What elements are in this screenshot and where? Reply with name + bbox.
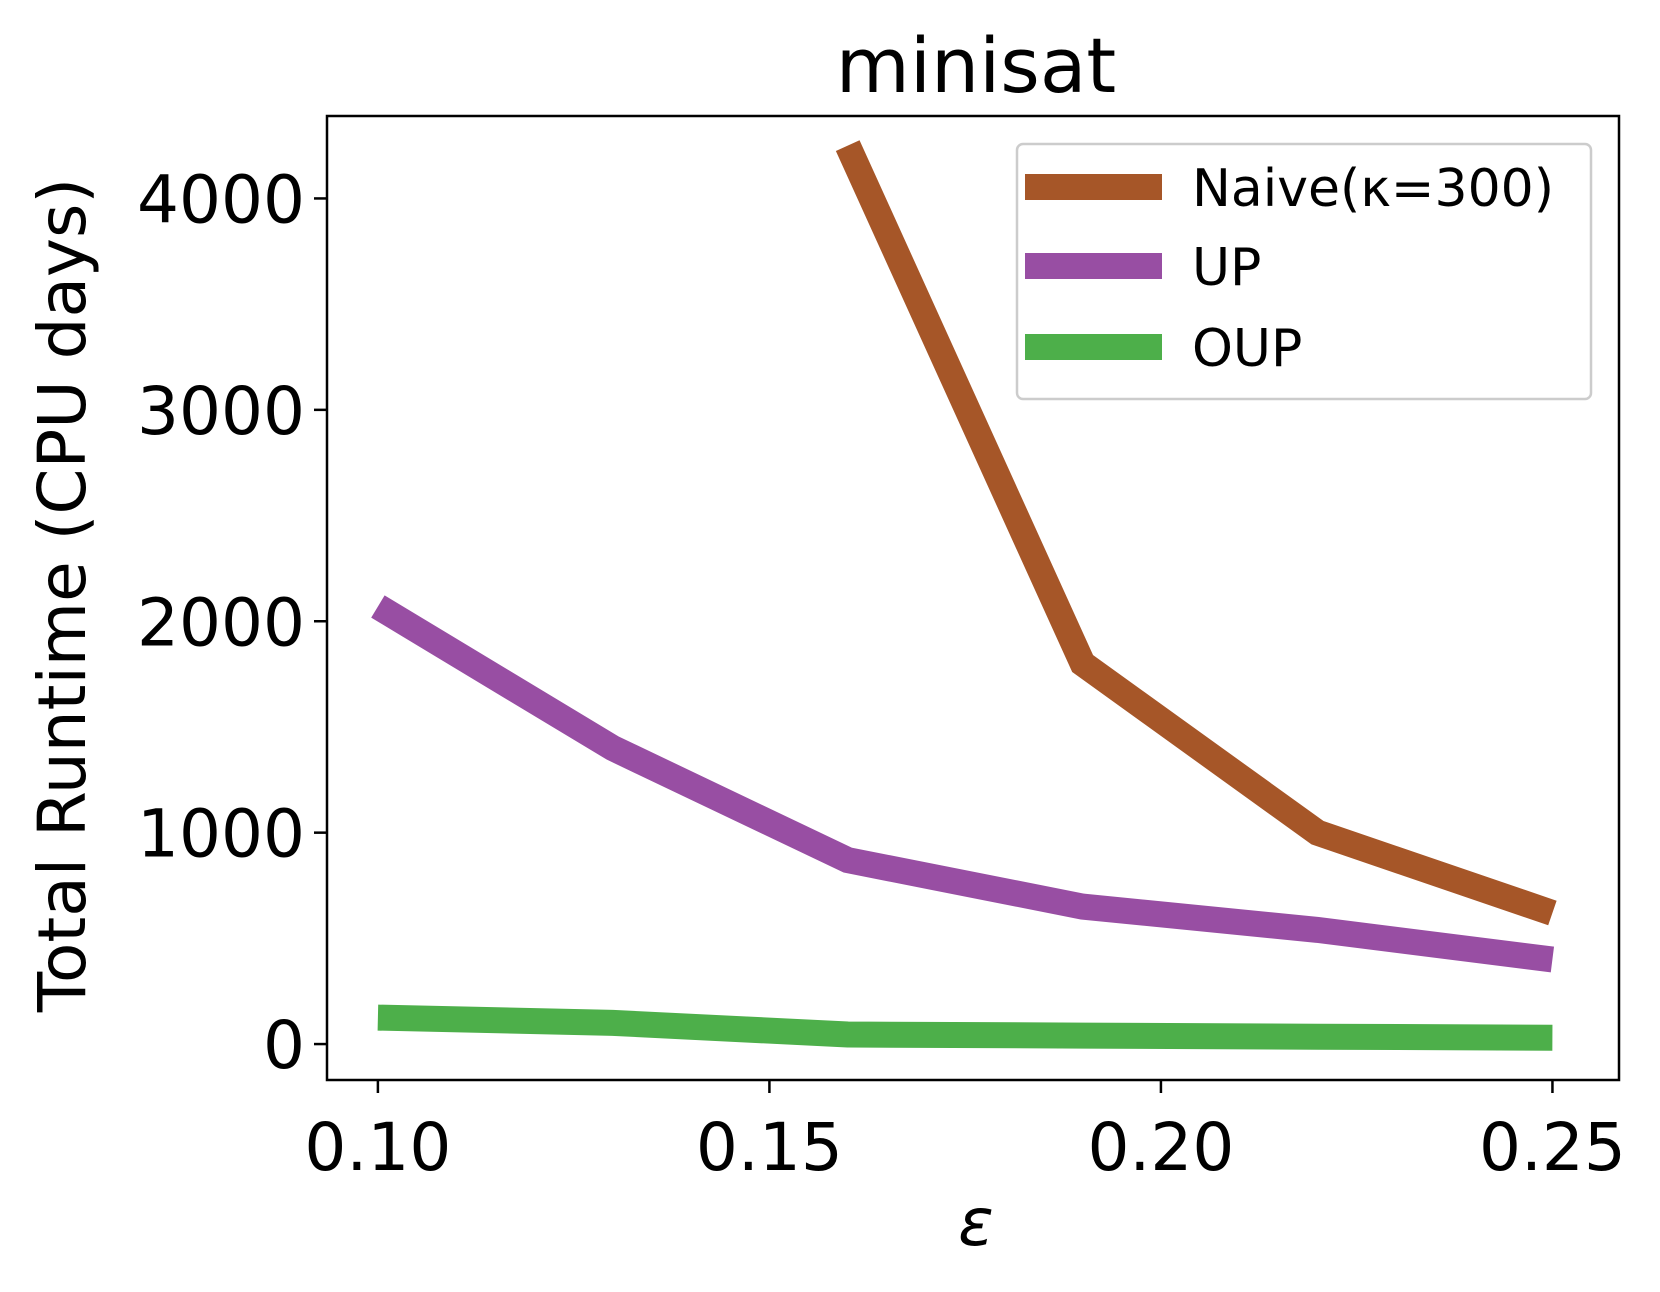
- x-tick-label: 0.10: [304, 1109, 451, 1186]
- x-tick-label: 0.25: [1479, 1109, 1626, 1186]
- legend: Naive(κ=300) UP OUP: [1015, 142, 1593, 401]
- y-tick-label: 4000: [137, 161, 305, 238]
- series-layer: [371, 140, 1557, 1051]
- legend-label-3: OUP: [1192, 319, 1302, 379]
- series-line-2: [371, 595, 1555, 973]
- series-line-1: [835, 140, 1557, 926]
- y-tick-label: 1000: [137, 796, 305, 873]
- y-ticks: 0 1000 2000 3000 4000: [137, 161, 327, 1084]
- chart-title: minisat: [836, 21, 1116, 110]
- x-tick-label: 0.15: [696, 1109, 843, 1186]
- legend-label-2: UP: [1192, 238, 1261, 298]
- y-tick-label: 3000: [137, 373, 305, 450]
- legend-label-1: Naive(κ=300): [1192, 159, 1554, 219]
- x-axis-label: ε: [958, 1184, 994, 1261]
- y-axis-label: Total Runtime (CPU days): [24, 178, 101, 1013]
- x-tick-label: 0.20: [1087, 1109, 1234, 1186]
- x-ticks: 0.10 0.15 0.20 0.25: [304, 1080, 1626, 1186]
- series-line-3: [377, 1004, 1553, 1051]
- plot-area-frame: [325, 114, 1621, 1082]
- y-tick-label: 2000: [137, 584, 305, 661]
- y-tick-label: 0: [263, 1007, 305, 1084]
- legend-items: Naive(κ=300) UP OUP: [1025, 159, 1554, 379]
